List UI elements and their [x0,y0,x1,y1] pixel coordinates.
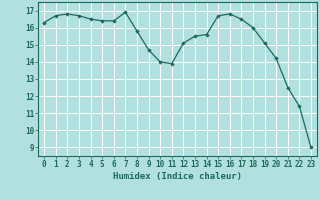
X-axis label: Humidex (Indice chaleur): Humidex (Indice chaleur) [113,172,242,181]
